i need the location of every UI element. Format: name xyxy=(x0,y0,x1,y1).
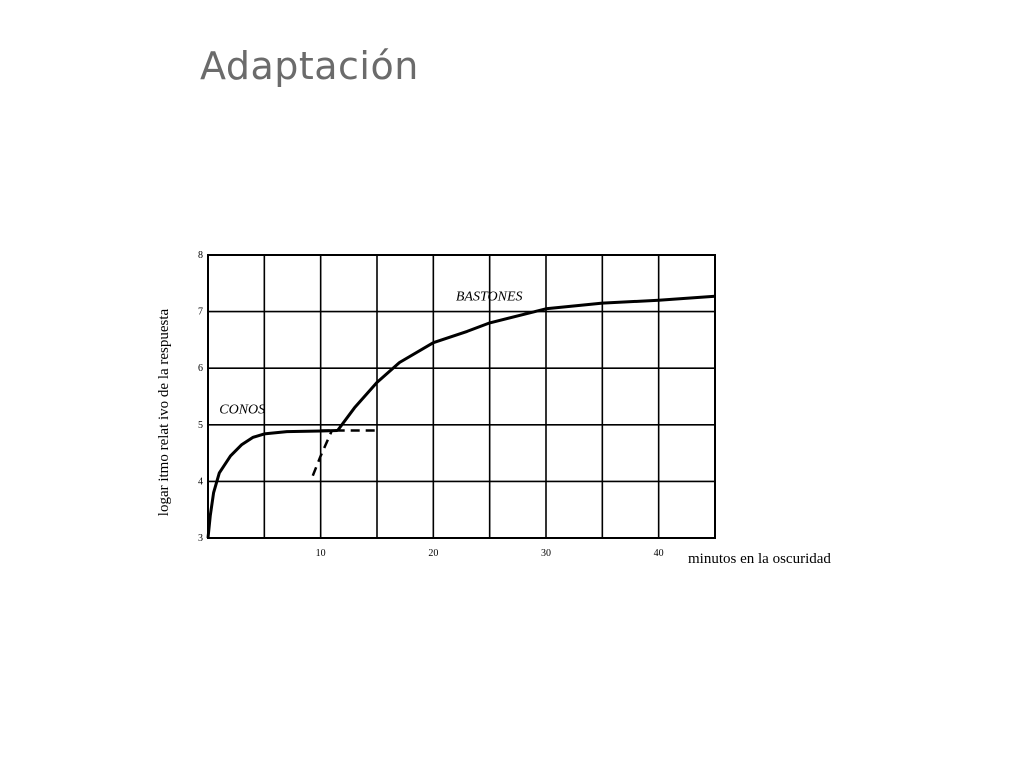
plot-frame xyxy=(207,254,716,539)
y-tick-label: 5 xyxy=(198,420,203,431)
x-axis-label: minutos en la oscuridad xyxy=(688,551,831,567)
series-line-dashed-3 xyxy=(311,429,334,477)
series-annotation-conos: CONOS xyxy=(219,402,265,417)
y-axis-label: logar itmo relat ivo de la respuesta xyxy=(156,308,172,516)
y-tick-label: 8 xyxy=(198,250,203,261)
series-annotation-bastones: BASTONES xyxy=(456,289,523,304)
y-tick-label: 6 xyxy=(198,363,203,374)
y-tick-label: 3 xyxy=(198,533,203,544)
y-tick-label: 7 xyxy=(198,307,203,318)
x-tick-label: 40 xyxy=(654,548,664,559)
x-tick-label: 10 xyxy=(316,548,326,559)
slide-title: Adaptación xyxy=(200,44,419,88)
x-tick-label: 20 xyxy=(428,548,438,559)
chart-axes xyxy=(207,254,716,539)
y-tick-label: 4 xyxy=(198,476,203,487)
series-line-bastones xyxy=(336,294,716,432)
x-tick-label: 30 xyxy=(541,548,551,559)
chart-labels: 10 20 30 40 3 4 5 6 7 8 minutos en la oscuridad log… xyxy=(156,250,831,567)
chart-series xyxy=(206,294,716,539)
series-line-conos xyxy=(206,429,338,539)
chart-grid xyxy=(208,255,715,538)
